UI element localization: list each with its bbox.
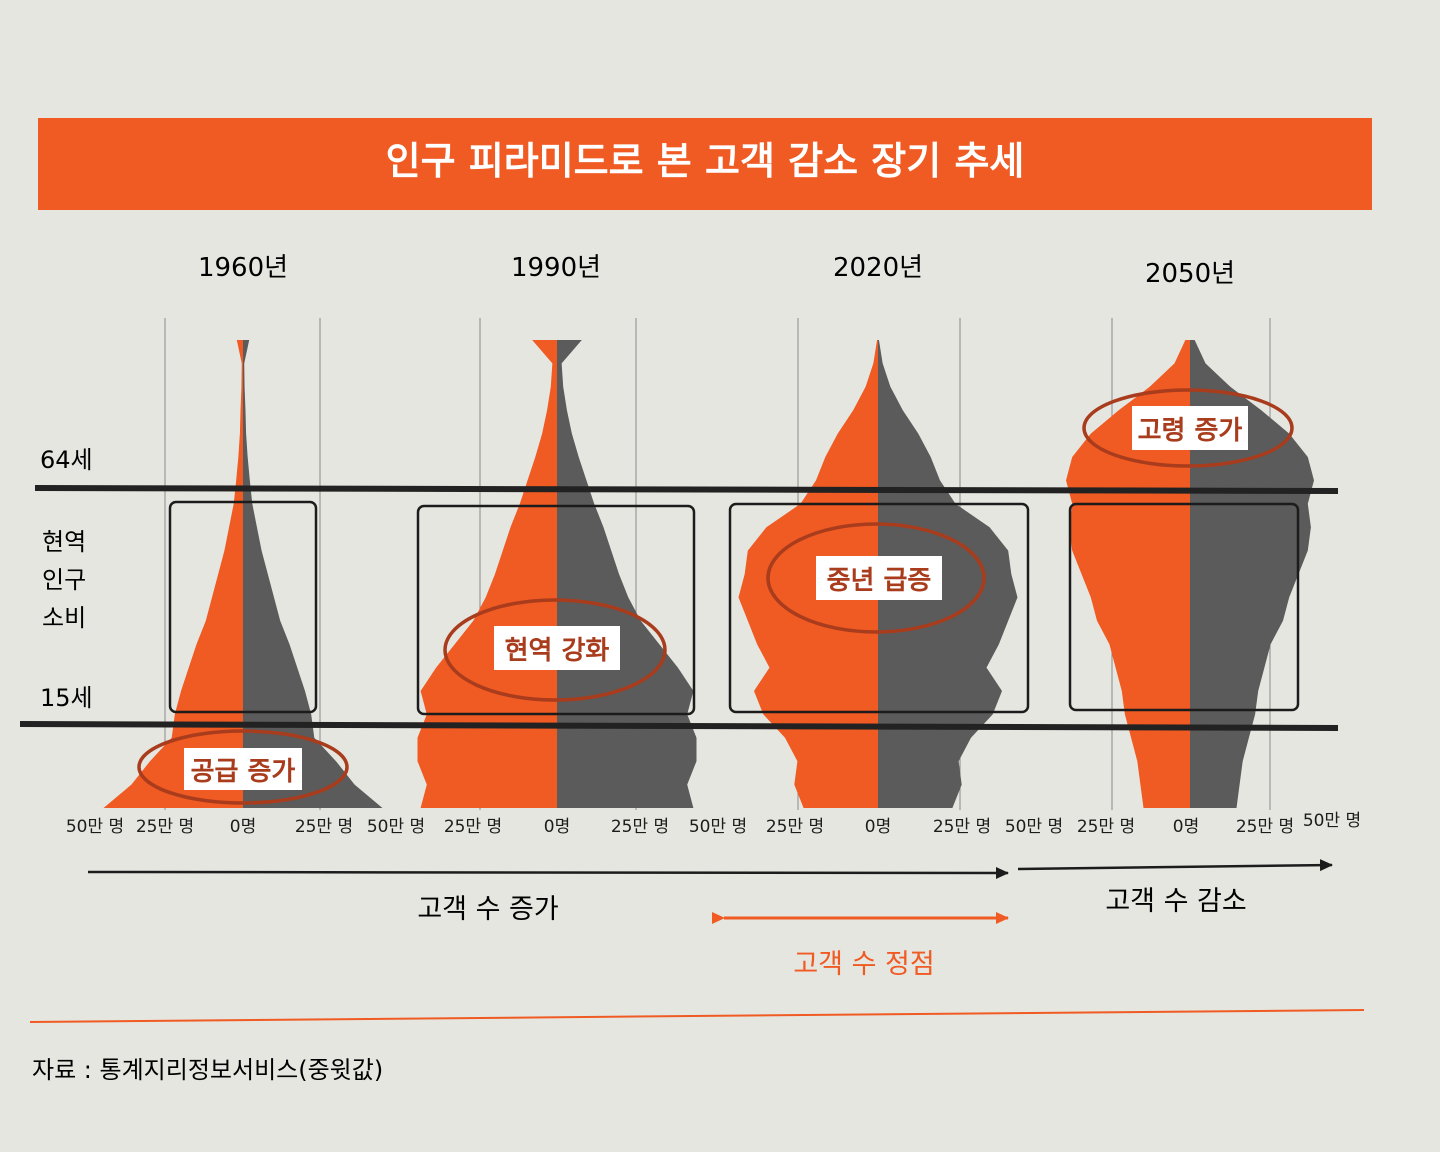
decrease-label: 고객 수 감소 — [1105, 886, 1246, 917]
decrease-arrow — [1017, 859, 1333, 872]
year-label-1960: 1960년 — [198, 253, 288, 283]
annotation-bg-2020 — [816, 556, 942, 600]
working-age-box-1990 — [416, 504, 696, 716]
tick-label: 0명 — [544, 817, 570, 837]
band-label-1: 현역 — [42, 528, 86, 556]
tick-label: 50만 명 — [66, 817, 124, 837]
annotation-ellipse-2050 — [1082, 388, 1294, 468]
working-age-box-2020 — [728, 502, 1030, 714]
tick-label: 25만 명 — [136, 817, 194, 837]
annotation-2020: 중년 급증 — [827, 566, 932, 596]
annotation-1960: 공급 증가 — [191, 757, 296, 787]
tick-label: 50만 명 — [1303, 811, 1361, 831]
pyramid-male-3 — [1066, 340, 1190, 808]
annotation-bg-1990 — [494, 626, 620, 670]
pyramid-male-1 — [417, 340, 557, 808]
title-banner — [38, 118, 1372, 210]
tick-label: 25만 명 — [611, 817, 669, 837]
band-label-3: 소비 — [42, 604, 86, 632]
annotation-1990: 현역 강화 — [505, 636, 610, 666]
age-64-label: 64세 — [40, 446, 93, 474]
pyramid-female-3 — [1190, 340, 1314, 808]
tick-label: 0명 — [1173, 817, 1199, 837]
pyramids — [103, 340, 1314, 808]
year-label-1990: 1990년 — [511, 253, 601, 283]
tick-label: 0명 — [230, 817, 256, 837]
tick-label: 0명 — [865, 817, 891, 837]
tick-label: 25만 명 — [295, 817, 353, 837]
tick-label: 25만 명 — [766, 817, 824, 837]
increase-label: 고객 수 증가 — [417, 894, 558, 925]
pyramid-male-2 — [738, 340, 878, 808]
increase-arrow — [87, 866, 1009, 879]
annotation-bg-2050 — [1132, 406, 1248, 450]
pyramid-female-1 — [557, 340, 697, 808]
annotation-bg-1960 — [184, 748, 302, 790]
age-15-label: 15세 — [40, 684, 93, 712]
source-divider — [29, 1009, 1365, 1023]
annotation-2050: 고령 증가 — [1138, 416, 1243, 446]
annotation-ellipse-2020 — [766, 522, 986, 634]
pyramid-female-0 — [243, 340, 383, 808]
tick-label: 25만 명 — [933, 817, 991, 837]
tick-label: 50만 명 — [1005, 817, 1063, 837]
band-label-2: 인구 — [42, 566, 86, 594]
working-age-box-2050 — [1068, 502, 1300, 712]
source-note: 자료 : 통계지리정보서비스(중윗값) — [32, 1056, 383, 1084]
tick-label: 25만 명 — [1077, 817, 1135, 837]
tick-label: 50만 명 — [689, 817, 747, 837]
tick-label: 25만 명 — [1236, 817, 1294, 837]
pyramid-female-2 — [878, 340, 1018, 808]
annotation-ellipse-1960 — [137, 729, 349, 805]
pyramid-male-0 — [103, 340, 243, 808]
annotation-ellipse-1990 — [443, 598, 667, 702]
peak-label: 고객 수 정점 — [793, 949, 934, 980]
year-label-2020: 2020년 — [833, 253, 923, 283]
tick-label: 50만 명 — [367, 817, 425, 837]
age-15-line — [19, 721, 1339, 731]
age-64-line — [34, 485, 1339, 494]
working-age-box-1960 — [168, 500, 318, 714]
chart-title: 인구 피라미드로 본 고객 감소 장기 추세 — [386, 139, 1025, 183]
tick-label: 25만 명 — [444, 817, 502, 837]
year-label-2050: 2050년 — [1145, 259, 1235, 289]
